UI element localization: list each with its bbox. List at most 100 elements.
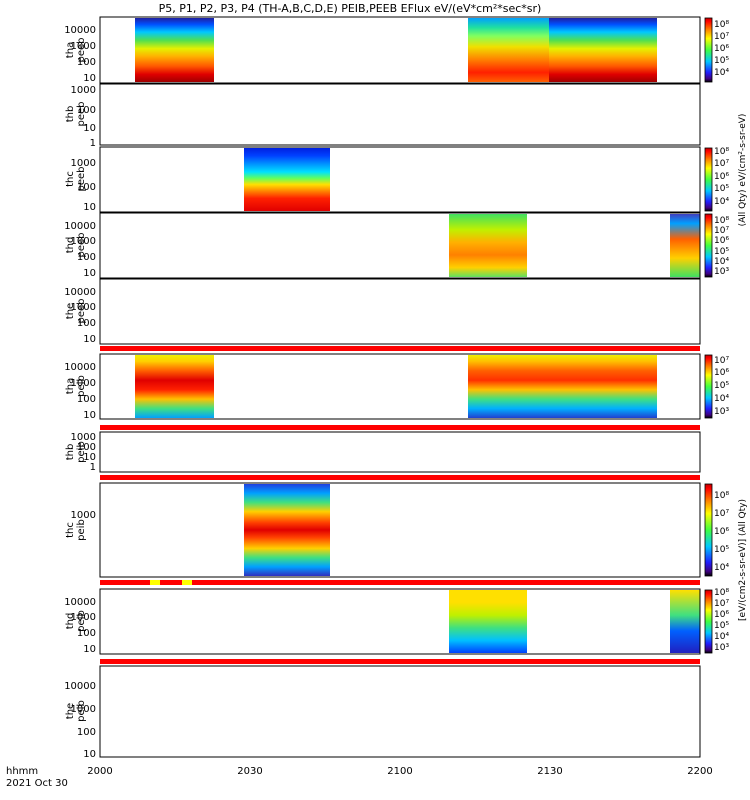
- y-label-probe: thb: [65, 106, 76, 123]
- colorbar: [704, 147, 713, 212]
- colorbar-tick: 10⁸: [714, 147, 729, 157]
- ytick-label: 1000: [71, 510, 96, 521]
- ytick-label: 10: [83, 644, 96, 655]
- panel-the-peib: the peib 10 100 1000 10000: [64, 665, 701, 760]
- block-1: [449, 590, 527, 653]
- ytick-label: 10: [83, 73, 96, 84]
- ytick-label: 10: [83, 123, 96, 134]
- y-label-probe: thd: [65, 613, 76, 630]
- time-header-label: hhmm: [6, 766, 38, 777]
- y-label-probe: tha: [65, 378, 76, 394]
- panel-frame: [99, 588, 701, 655]
- ytick-label: 10000: [64, 362, 96, 373]
- ytick-label: 10: [83, 410, 96, 421]
- ytick-label: 10000: [64, 221, 96, 232]
- panel-frame: [99, 431, 701, 473]
- ytick-label: 100: [77, 727, 96, 738]
- colorbar-tick: 10⁶: [714, 610, 729, 620]
- y-label-probe: thb: [65, 444, 76, 461]
- colorbar-tick: 10⁵: [714, 56, 729, 66]
- panel-frame: [99, 482, 701, 578]
- colorbar-tick: 10⁸: [714, 20, 729, 30]
- colorbar-tick: 10⁷: [714, 226, 729, 236]
- block-1: [135, 18, 214, 82]
- y-label-species: peib: [76, 700, 87, 722]
- red-separator: [100, 425, 700, 430]
- ytick-label: 100: [77, 442, 96, 453]
- colorbar-tick: 10⁵: [714, 545, 729, 555]
- y-label-probe: the: [65, 703, 76, 719]
- colorbar: [704, 354, 713, 419]
- colorbar-tick: 10⁵: [714, 621, 729, 631]
- y-label-probe: the: [65, 303, 76, 319]
- panel-thc-peib: thc peib 1000 10⁴ 10⁵ 10⁶ 10⁷ 10⁸: [65, 482, 729, 578]
- panel-tha-peib: tha peib 10 100 1000 10000 10³ 10⁴ 10⁵ 1…: [64, 353, 729, 421]
- panel-frame: [99, 665, 701, 758]
- colorbar-tick: 10⁴: [714, 563, 729, 573]
- ytick-label: 1000: [71, 158, 96, 169]
- ytick-label: 1000: [71, 302, 96, 313]
- colorbar: [704, 213, 713, 278]
- panel-frame: [99, 278, 701, 345]
- time-tick-label: 2000: [87, 766, 112, 777]
- panel-thb-peeb: thb peeb 1 10 100 1000: [65, 83, 701, 149]
- block-3: [549, 355, 657, 418]
- block-2: [468, 18, 549, 82]
- colorbar-tick: 10⁶: [714, 172, 729, 182]
- y-label-species: peib: [76, 441, 87, 463]
- colorbar-label-top: (All Qty) eV/(cm²-s-sr-eV): [738, 114, 748, 227]
- ytick-label: 1000: [71, 41, 96, 52]
- panel-thd-peeb: thd peeb 10 100 1000 10000 10³ 10⁴ 10⁵ 1…: [64, 212, 729, 279]
- colorbar-tick: 10⁴: [714, 257, 729, 267]
- time-tick-label: 2030: [237, 766, 262, 777]
- ytick-label: 100: [77, 252, 96, 263]
- time-tick-label: 2100: [387, 766, 412, 777]
- colorbar: [704, 17, 713, 83]
- colorbar-tick: 10⁴: [714, 394, 729, 404]
- colorbar-tick: 10⁶: [714, 236, 729, 246]
- colorbar-tick: 10⁷: [714, 509, 729, 519]
- y-label-species: peeb: [76, 167, 87, 192]
- ytick-label: 10000: [64, 681, 96, 692]
- colorbar-tick: 10⁴: [714, 632, 729, 642]
- block-3: [549, 18, 657, 82]
- block-2: [670, 590, 700, 653]
- colorbar-tick: 10⁵: [714, 247, 729, 257]
- ytick-label: 100: [77, 182, 96, 193]
- ytick-label: 10000: [64, 287, 96, 298]
- colorbar-tick: 10⁷: [714, 159, 729, 169]
- y-label-probe: thc: [65, 171, 76, 187]
- ytick-label: 1: [90, 462, 96, 473]
- ytick-label: 1000: [71, 378, 96, 389]
- date-label: 2021 Oct 30: [6, 778, 68, 789]
- colorbar-tick: 10⁸: [714, 588, 729, 598]
- ytick-label: 1: [90, 138, 96, 149]
- yellow-mark: [182, 580, 192, 585]
- colorbar-tick: 10⁶: [714, 527, 729, 537]
- y-label-probe: tha: [65, 42, 76, 58]
- y-label-species: peib: [76, 610, 87, 632]
- panel-frame: [99, 16, 701, 84]
- ytick-label: 100: [77, 394, 96, 405]
- ytick-label: 100: [77, 57, 96, 68]
- ytick-label: 10: [83, 268, 96, 279]
- colorbar-tick: 10³: [714, 407, 729, 417]
- y-label-species: peeb: [76, 299, 87, 324]
- ytick-label: 10: [83, 334, 96, 345]
- colorbar-tick: 10³: [714, 643, 729, 653]
- red-separator: [100, 346, 700, 351]
- red-separator: [100, 475, 700, 480]
- colorbar-tick: 10⁷: [714, 32, 729, 42]
- y-label-probe: thd: [65, 237, 76, 254]
- ytick-label: 1000: [71, 612, 96, 623]
- block-2: [670, 214, 700, 277]
- colorbar-tick: 10⁴: [714, 68, 729, 78]
- figure-title: P5, P1, P2, P3, P4 (TH-A,B,C,D,E) PEIB,P…: [159, 2, 542, 15]
- red-separator: [100, 580, 700, 585]
- panel-frame: [99, 353, 701, 420]
- yellow-mark: [150, 580, 160, 585]
- panel-frame: [99, 83, 701, 146]
- time-tick-label: 2130: [537, 766, 562, 777]
- colorbar-tick: 10⁵: [714, 381, 729, 391]
